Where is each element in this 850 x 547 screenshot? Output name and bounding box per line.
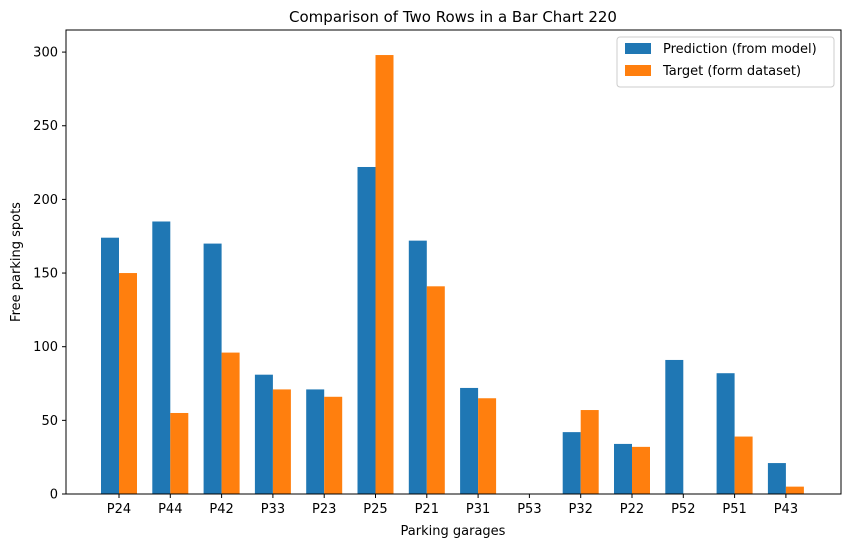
- y-axis-ticks: 0 50 100 150 200 250 300: [33, 46, 66, 503]
- y-tick-label: 150: [33, 267, 58, 282]
- bar-prediction-p32: [562, 432, 581, 494]
- legend-label-target: Target (form dataset): [662, 64, 801, 79]
- x-tick-label: P44: [158, 502, 182, 517]
- bar-target-p43: [785, 486, 804, 494]
- bars-group: [101, 55, 804, 495]
- bar-target-p25: [375, 55, 394, 495]
- x-tick-label: P53: [517, 502, 541, 517]
- bar-prediction-p43: [767, 463, 786, 494]
- legend-swatch-prediction: [625, 43, 651, 54]
- x-tick-label: P22: [620, 502, 644, 517]
- bar-prediction-p52: [665, 359, 684, 494]
- legend: Prediction (from model) Target (form dat…: [616, 36, 835, 88]
- bar-target-p42: [221, 352, 240, 494]
- legend-label-prediction: Prediction (from model): [663, 42, 817, 57]
- plot-frame: [65, 29, 842, 495]
- x-tick-label: P31: [466, 502, 490, 517]
- bar-prediction-p21: [408, 240, 427, 494]
- x-tick-label: P42: [209, 502, 233, 517]
- y-tick-label: 100: [33, 340, 58, 355]
- legend-box: [616, 36, 835, 88]
- bar-target-p21: [426, 286, 445, 494]
- x-axis-label: Parking garages: [401, 524, 506, 539]
- bar-prediction-p23: [306, 389, 325, 494]
- x-tick-label: P23: [312, 502, 336, 517]
- bar-prediction-p22: [614, 443, 632, 494]
- x-tick-label: P43: [774, 502, 798, 517]
- y-tick-label: 250: [33, 119, 58, 134]
- y-tick-label: 200: [33, 193, 58, 208]
- y-axis-label: Free parking spots: [9, 202, 24, 322]
- y-tick-label: 0: [50, 488, 58, 503]
- x-tick-label: P51: [722, 502, 746, 517]
- x-tick-label: P52: [671, 502, 695, 517]
- bar-prediction-p44: [152, 221, 171, 494]
- bar-target-p51: [734, 436, 753, 494]
- x-tick-label: P32: [569, 502, 593, 517]
- bar-target-p32: [580, 410, 599, 494]
- x-tick-label: P33: [261, 502, 285, 517]
- bar-target-p22: [632, 446, 650, 494]
- y-tick-label: 50: [41, 414, 58, 429]
- bar-prediction-p31: [460, 387, 479, 494]
- x-tick-label: P25: [363, 502, 387, 517]
- y-tick-label: 300: [33, 46, 58, 61]
- x-axis-ticks: P24 P44 P42 P33 P23 P25 P21 P31 P53 P32 P22 P52 P51 P…: [107, 494, 798, 517]
- legend-swatch-target: [625, 65, 651, 76]
- x-tick-label: P21: [415, 502, 439, 517]
- x-tick-label: P24: [107, 502, 131, 517]
- bar-prediction-p51: [716, 373, 735, 494]
- bar-target-p24: [119, 273, 137, 494]
- bar-target-p23: [324, 396, 343, 494]
- bar-prediction-p42: [203, 243, 222, 494]
- bar-prediction-p25: [357, 166, 376, 494]
- bar-target-p33: [272, 389, 291, 494]
- bar-target-p44: [170, 412, 189, 494]
- bar-prediction-p33: [254, 374, 273, 494]
- bar-prediction-p24: [101, 237, 119, 494]
- bar-target-p31: [478, 398, 497, 494]
- chart-title: Comparison of Two Rows in a Bar Chart 22…: [289, 8, 617, 26]
